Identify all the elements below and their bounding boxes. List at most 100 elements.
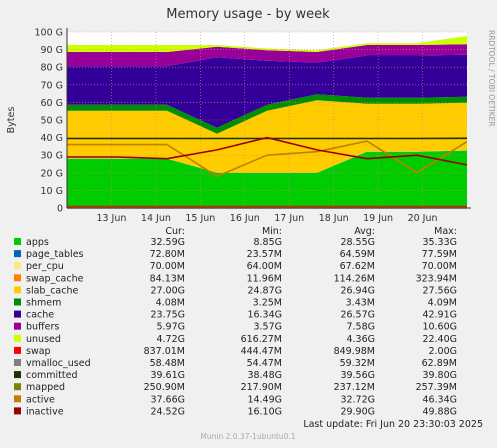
- legend-value-cur: 4.72G: [156, 334, 185, 345]
- legend-value-avg: 26.57G: [340, 310, 375, 321]
- x-tick-label: 13 Jun: [96, 213, 126, 224]
- legend-value-cur: 24.52G: [150, 406, 185, 417]
- legend-value-avg: 26.94G: [340, 285, 375, 296]
- legend-value-avg: 114.26M: [334, 273, 375, 284]
- legend-value-avg: 28.55G: [340, 237, 375, 248]
- line-inactive: [67, 136, 468, 166]
- legend-value-cur: 72.80M: [150, 249, 185, 260]
- y-tick-label: 70 G: [41, 80, 63, 91]
- munin-footer: Munin 2.0.37-1ubuntu0.1: [200, 432, 295, 441]
- legend-swatch: [14, 407, 21, 415]
- y-tick-label: 20 G: [41, 168, 63, 179]
- legend-series-name: active: [26, 394, 55, 405]
- legend-value-max: 35.33G: [422, 237, 457, 248]
- legend-series-name: slab_cache: [26, 285, 78, 296]
- legend-value-max: 4.09M: [428, 298, 457, 309]
- legend-value-min: 38.48G: [247, 370, 282, 381]
- y-tick-label: 60 G: [41, 98, 63, 109]
- legend-swatch: [14, 346, 21, 354]
- legend-value-min: 3.57G: [253, 322, 282, 333]
- legend-value-cur: 84.13M: [150, 273, 185, 284]
- legend-value-cur: 37.66G: [150, 394, 185, 405]
- table-header: Avg:: [354, 226, 375, 237]
- x-tick-label: 16 Jun: [230, 213, 260, 224]
- legend-value-max: 10.60G: [422, 322, 457, 333]
- y-tick-label: 50 G: [41, 116, 63, 127]
- legend-swatch: [14, 334, 21, 342]
- legend-series-name: mapped: [26, 382, 65, 393]
- area-apps: [67, 150, 467, 208]
- legend-series-name: unused: [26, 334, 61, 345]
- y-tick-label: 90 G: [41, 45, 63, 56]
- y-tick-label: 30 G: [41, 151, 63, 162]
- area-shmem: [67, 94, 467, 134]
- legend-swatch: [14, 250, 21, 258]
- legend-value-cur: 58.48M: [150, 358, 185, 369]
- legend-value-avg: 849.98M: [334, 346, 375, 357]
- legend-value-avg: 7.58G: [346, 322, 375, 333]
- legend-value-min: 64.00M: [247, 261, 282, 272]
- x-tick-label: 20 Jun: [408, 213, 438, 224]
- y-tick-label: 0: [57, 204, 63, 215]
- legend-value-max: 46.34G: [422, 394, 457, 405]
- legend-value-cur: 250.90M: [144, 382, 185, 393]
- legend-value-max: 323.94M: [416, 273, 457, 284]
- legend-value-min: 14.49G: [247, 394, 282, 405]
- legend-swatch: [14, 359, 21, 366]
- x-tick-label: 14 Jun: [141, 213, 171, 224]
- legend-value-min: 616.27M: [241, 334, 282, 345]
- legend-series-name: buffers: [26, 322, 59, 333]
- legend-swatch: [14, 238, 21, 245]
- y-tick-label: 40 G: [41, 133, 63, 144]
- legend-swatch: [14, 383, 21, 391]
- legend-swatch: [14, 298, 21, 306]
- x-tick-label: 19 Jun: [363, 213, 393, 224]
- last-update: Last update: Fri Jun 20 23:30:03 2025: [303, 419, 483, 430]
- legend-value-min: 24.87G: [247, 285, 282, 296]
- legend-value-min: 23.57M: [247, 249, 282, 260]
- x-tick-label: 15 Jun: [185, 213, 215, 224]
- legend-value-cur: 70.00M: [150, 261, 185, 272]
- legend-series-name: per_cpu: [26, 261, 64, 272]
- legend-value-cur: 5.97G: [156, 322, 185, 333]
- legend-value-avg: 59.32M: [340, 358, 375, 369]
- legend-swatch: [14, 310, 21, 318]
- legend-value-min: 217.90M: [241, 382, 282, 393]
- x-tick-label: 17 Jun: [274, 213, 304, 224]
- area-slab_cache: [67, 100, 467, 173]
- legend-swatch: [14, 274, 21, 282]
- legend-value-avg: 64.59M: [340, 249, 375, 260]
- legend-series-name: vmalloc_used: [26, 358, 91, 369]
- legend-value-cur: 39.61G: [150, 370, 185, 381]
- area-unused: [67, 36, 467, 52]
- legend-series-name: apps: [26, 237, 49, 248]
- legend-value-avg: 3.43M: [346, 298, 375, 309]
- legend-value-max: 22.40G: [422, 334, 457, 345]
- legend-swatch: [14, 371, 21, 379]
- legend-swatch: [14, 286, 21, 294]
- legend-value-avg: 39.56G: [340, 370, 375, 381]
- legend-value-min: 444.47M: [241, 346, 282, 357]
- line-active: [67, 140, 468, 178]
- legend-value-avg: 32.72G: [340, 394, 375, 405]
- y-tick-label: 10 G: [41, 186, 63, 197]
- legend-value-max: 70.00M: [422, 261, 457, 272]
- table-header: Min:: [262, 226, 282, 237]
- legend-value-max: 2.00G: [428, 346, 457, 357]
- table-header: Max:: [434, 226, 457, 237]
- legend-value-max: 77.59M: [422, 249, 457, 260]
- legend-value-cur: 23.75G: [150, 310, 185, 321]
- y-tick-label: 80 G: [41, 63, 63, 74]
- legend-value-max: 27.56G: [422, 285, 457, 296]
- legend-value-avg: 29.90G: [340, 406, 375, 417]
- legend-value-max: 49.88G: [422, 406, 457, 417]
- legend-value-min: 11.96M: [247, 273, 282, 284]
- legend-value-min: 3.25M: [253, 298, 282, 309]
- legend-value-min: 54.47M: [247, 358, 282, 369]
- y-axis-label: Bytes: [6, 107, 17, 134]
- rrdtool-credit: RRDTOOL / TOBI OETIKER: [487, 30, 496, 127]
- legend-value-avg: 67.62M: [340, 261, 375, 272]
- legend-value-cur: 27.00G: [150, 285, 185, 296]
- legend-value-cur: 32.59G: [150, 237, 185, 248]
